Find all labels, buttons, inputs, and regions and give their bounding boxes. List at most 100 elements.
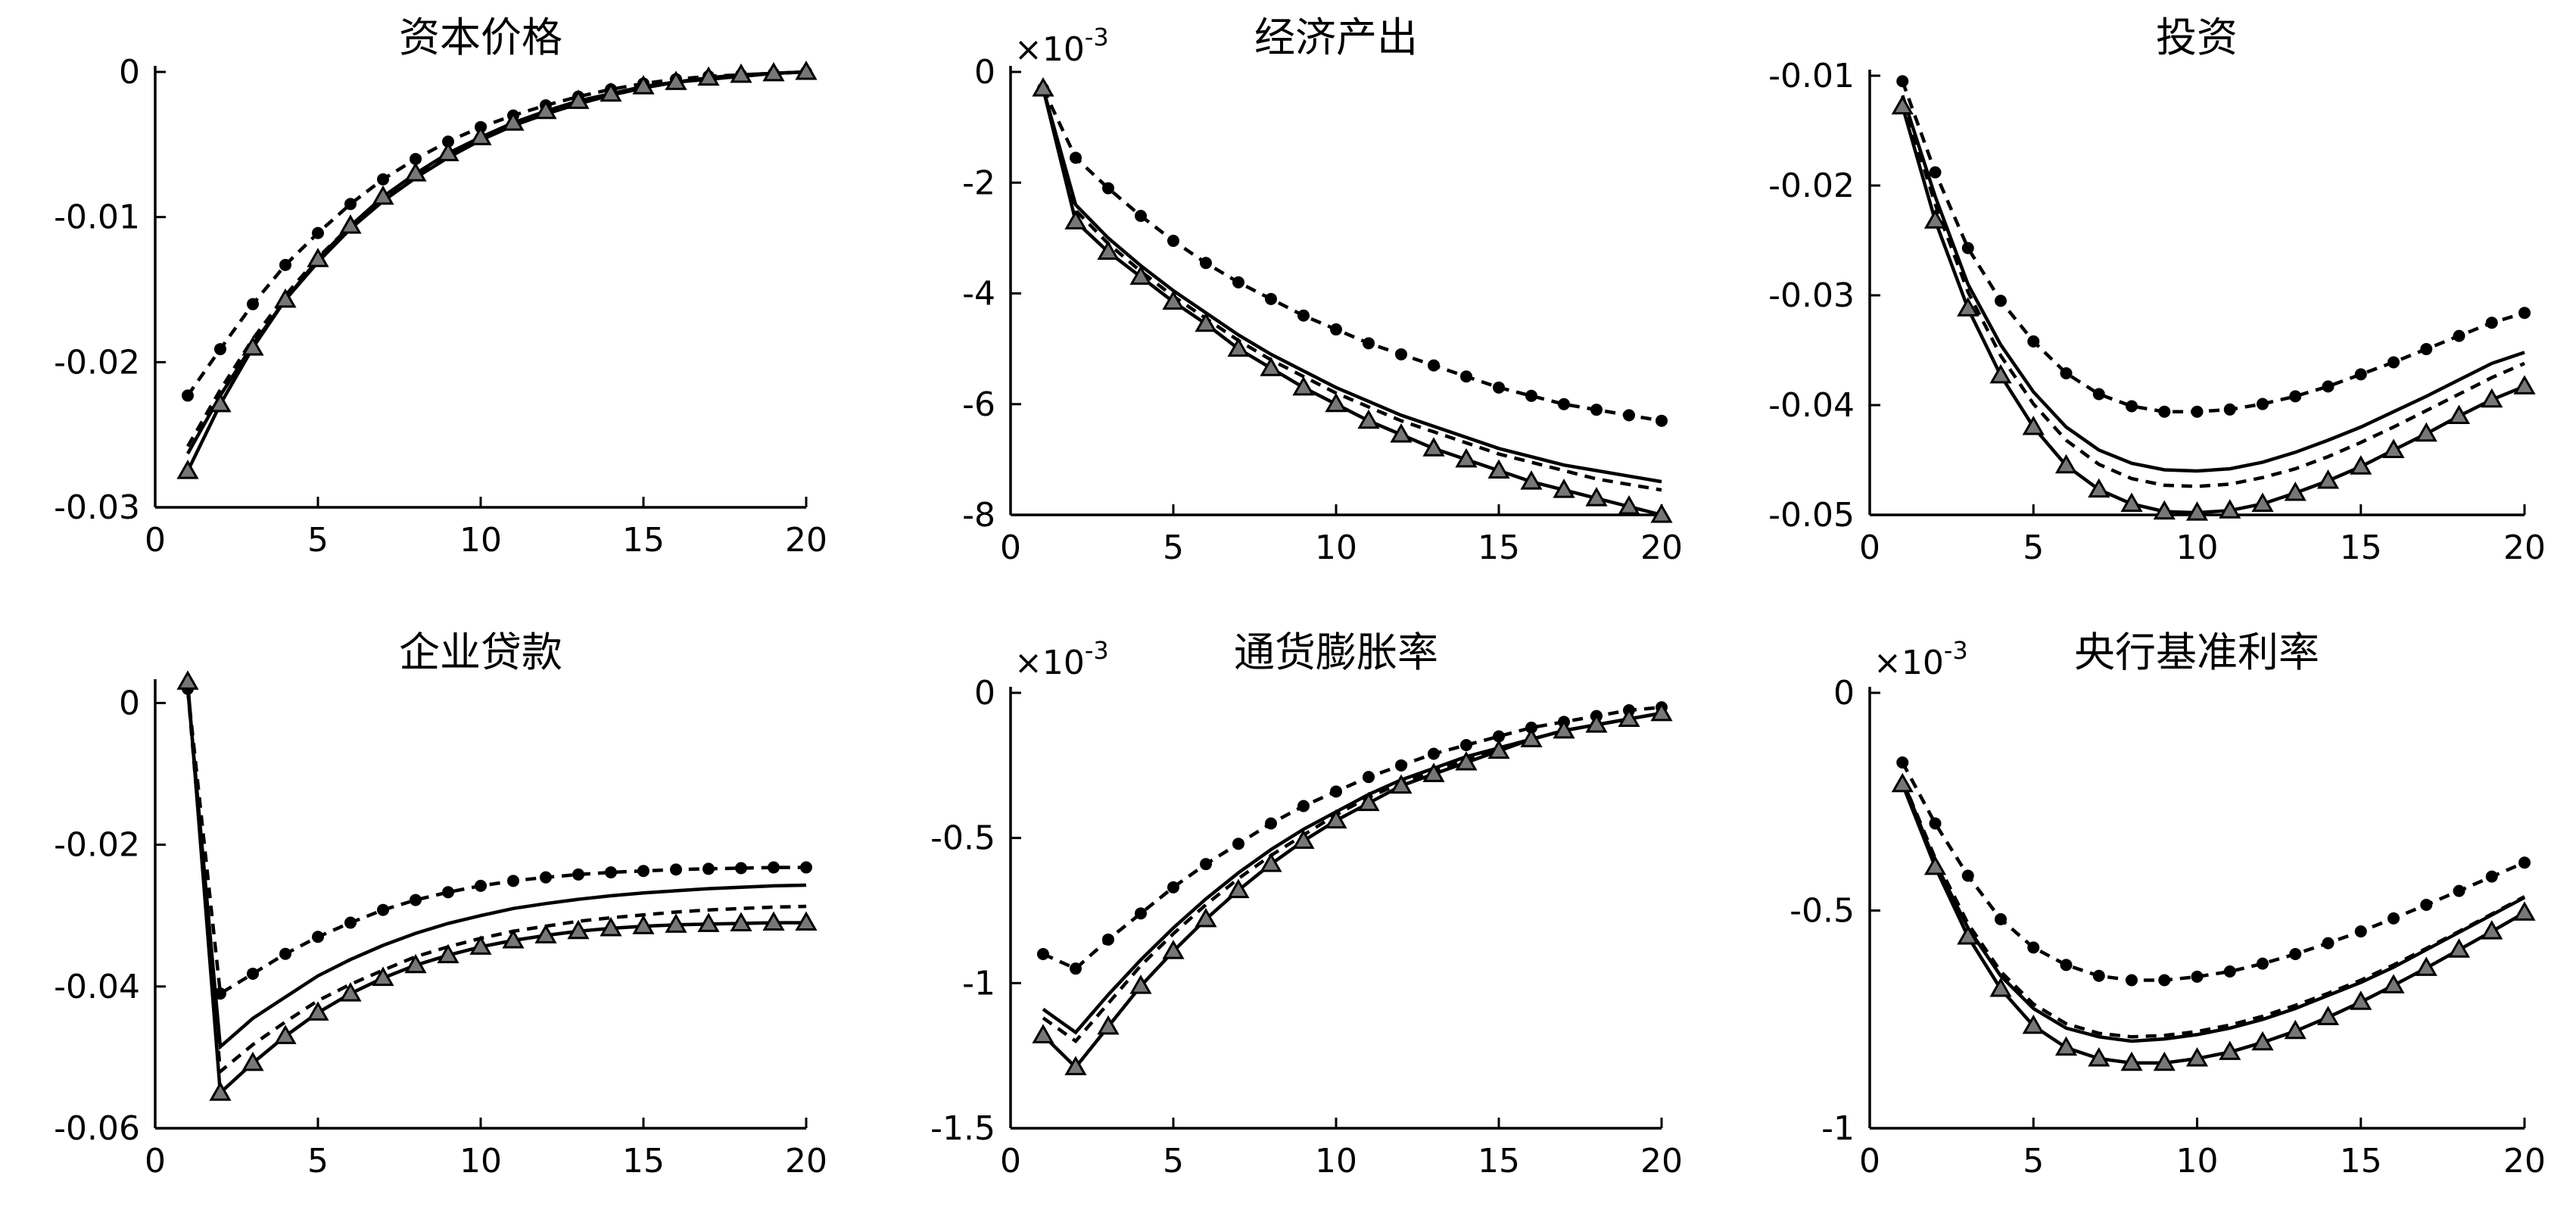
series-point-triangle (697, 912, 720, 932)
series-point-triangle (2284, 481, 2307, 501)
series-point-circle (312, 226, 324, 239)
series-line-4 (1901, 105, 2525, 515)
series-point-triangle (339, 214, 362, 234)
series-point-circle (1200, 858, 1212, 871)
x-tick-label: 5 (307, 1142, 329, 1180)
x-tick-label: 15 (1478, 529, 1520, 567)
series-point-triangle (2088, 1046, 2110, 1067)
series-point-triangle (437, 943, 459, 964)
x-tick-label: 15 (2340, 529, 2382, 567)
y-tick-label: 0 (119, 53, 140, 92)
series-point-triangle (1064, 1056, 1087, 1075)
x-tick-label: 0 (1000, 529, 1021, 567)
series-point-triangle (1487, 459, 1510, 479)
y-tick-label: -0.02 (54, 343, 140, 382)
x-tick-label: 20 (2503, 1142, 2546, 1180)
series-point-circle (442, 136, 454, 148)
series-point-circle (1363, 337, 1375, 350)
x-tick-label: 0 (1859, 1142, 1880, 1180)
series-point-triangle (1325, 392, 1347, 413)
series-point-triangle (372, 185, 394, 205)
series-point-circle (1428, 747, 1440, 760)
series-point-circle (1232, 276, 1244, 288)
y-tick-label: -6 (962, 385, 995, 424)
series-line-1 (1041, 88, 1662, 484)
series-point-triangle (1650, 701, 1673, 722)
series-point-circle (2289, 948, 2302, 960)
x-tick-label: 20 (785, 1142, 827, 1180)
series-point-circle (2092, 969, 2105, 982)
series-point-triangle (339, 982, 362, 1002)
series-line-3 (186, 70, 807, 397)
panel-title: 企业贷款 (399, 628, 562, 676)
series-point-triangle (534, 99, 557, 120)
series-point-circle (312, 931, 324, 943)
exponent-power: -3 (1085, 23, 1109, 51)
series-point-circle (442, 886, 454, 899)
series-point-triangle (795, 60, 818, 80)
series-point-circle (605, 866, 617, 879)
series-line-1 (185, 688, 807, 1050)
x-tick-label: 10 (459, 521, 502, 560)
axis-exponent-label: ×10-3 (1874, 636, 1968, 682)
x-tick-label: 0 (1000, 1142, 1021, 1180)
series-point-circle (2388, 912, 2400, 925)
series-point-triangle (2054, 1036, 2078, 1056)
series-point-triangle (1989, 977, 2012, 997)
series-point-triangle (1260, 853, 1282, 872)
x-tick-label: 5 (2023, 1142, 2044, 1180)
series-point-circle (2191, 970, 2204, 983)
series-line-2 (185, 688, 807, 1075)
series-point-triangle (2185, 1046, 2209, 1067)
series-point-circle (1428, 359, 1440, 372)
series-point-triangle (176, 670, 199, 690)
series-point-circle (2518, 856, 2531, 869)
series-point-triangle (1618, 495, 1640, 515)
series-point-triangle (1064, 210, 1087, 229)
series-point-triangle (307, 1001, 329, 1021)
series-point-triangle (1357, 409, 1380, 429)
series-point-triangle (2022, 1014, 2045, 1034)
series-point-circle (1102, 933, 1114, 946)
series-point-triangle (2382, 974, 2405, 993)
series-point-triangle (2153, 1051, 2176, 1071)
series-point-circle (2126, 974, 2138, 987)
y-tick-label: -0.5 (1789, 892, 1855, 931)
series-point-triangle (600, 82, 622, 102)
series-point-triangle (762, 911, 785, 931)
panel-title: 通货膨胀率 (1234, 628, 1438, 676)
series-point-triangle (274, 1024, 297, 1044)
series-point-triangle (730, 912, 752, 931)
series-line-2 (1901, 99, 2525, 488)
x-tick-label: 5 (1163, 529, 1184, 567)
series-point-triangle (2447, 404, 2471, 424)
series-point-triangle (567, 89, 590, 109)
series-point-triangle (1129, 265, 1152, 285)
series-point-circle (1460, 739, 1472, 751)
series-point-circle (182, 389, 194, 402)
series-point-circle (2158, 405, 2171, 418)
series-point-triangle (762, 61, 785, 82)
series-point-triangle (2219, 1040, 2241, 1060)
series-point-circle (2485, 870, 2498, 883)
panel-title: 资本价格 (399, 14, 562, 61)
series-point-circle (1961, 869, 1974, 882)
exponent-base: ×10 (1014, 644, 1085, 682)
x-tick-label: 0 (1859, 529, 1880, 567)
series-point-triangle (1618, 707, 1640, 727)
series-point-circle (2158, 974, 2171, 987)
series-point-circle (540, 871, 552, 884)
series-point-triangle (1390, 423, 1413, 443)
series-point-triangle (404, 162, 427, 182)
series-point-circle (2289, 390, 2302, 403)
series-point-circle (475, 879, 487, 892)
series-point-triangle (2513, 375, 2536, 394)
x-tick-label: 20 (785, 521, 827, 560)
y-tick-label: -1.5 (930, 1109, 995, 1148)
series-line-3 (1042, 705, 1662, 971)
series-point-triangle (1585, 487, 1608, 507)
series-point-circle (800, 861, 812, 874)
series-point-triangle (2481, 388, 2503, 408)
series-point-triangle (502, 111, 525, 131)
